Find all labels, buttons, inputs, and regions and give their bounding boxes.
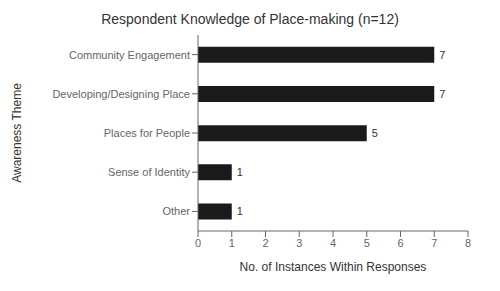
svg-text:4: 4 [330,237,336,249]
html-text:Respondent Knowledge of Place-: Respondent Knowledge of Place-making (n=… [101,11,399,27]
svg-text:Awareness Theme: Awareness Theme [10,83,24,183]
svg-text:5: 5 [364,237,370,249]
svg-text:1: 1 [229,237,235,249]
svg-text:Places for People: Places for People [104,127,190,139]
svg-text:7: 7 [439,49,445,61]
svg-text:Other: Other [162,205,190,217]
svg-text:Sense of Identity: Sense of Identity [108,166,190,178]
svg-text:8: 8 [465,237,471,249]
svg-text:Community Engagement: Community Engagement [69,49,190,61]
svg-text:3: 3 [296,237,302,249]
svg-text:1: 1 [237,205,243,217]
svg-text:2: 2 [262,237,268,249]
svg-text:0: 0 [195,237,201,249]
svg-text:5: 5 [372,127,378,139]
svg-text:7: 7 [431,237,437,249]
svg-text:No. of Instances Within Respon: No. of Instances Within Responses [240,260,427,274]
svg-text:7: 7 [439,88,445,100]
svg-text:6: 6 [397,237,403,249]
svg-text:1: 1 [237,166,243,178]
svg-text:Developing/Designing Place: Developing/Designing Place [52,88,190,100]
